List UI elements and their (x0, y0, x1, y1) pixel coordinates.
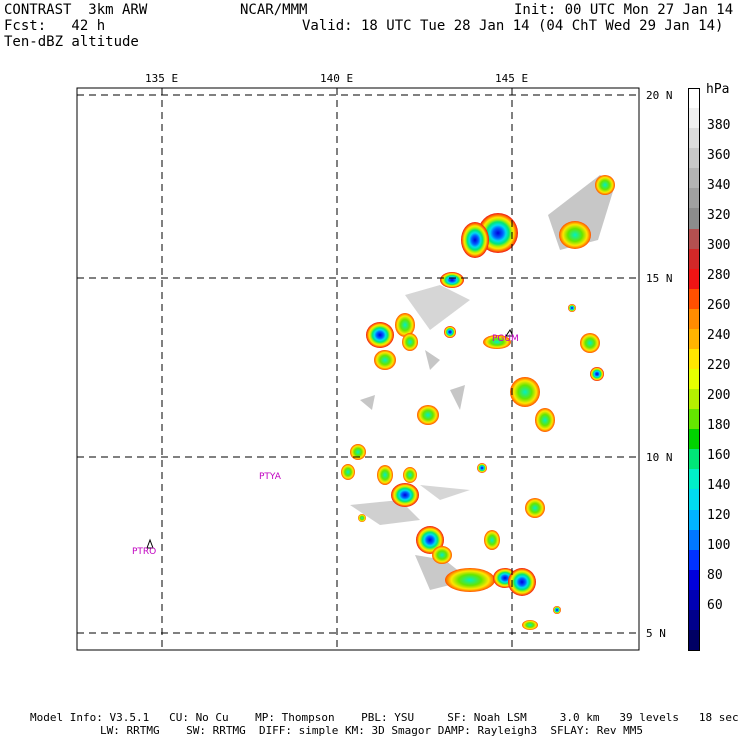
colorbar-cell (688, 188, 700, 209)
field-name: Ten-dBZ altitude (4, 34, 139, 50)
org-label: NCAR/MMM (240, 2, 308, 18)
model-title: CONTRAST 3km ARW (4, 2, 148, 18)
valid-time: Valid: 18 UTC Tue 28 Jan 14 (04 ChT Wed … (302, 18, 724, 34)
colorbar-tick-label: 380 (707, 118, 731, 133)
colorbar-cell (688, 449, 700, 470)
colorbar-cell (688, 629, 700, 652)
colorbar-cell (688, 148, 700, 169)
colorbar-tick-label: 140 (707, 478, 731, 493)
colorbar-tick-label: 120 (707, 508, 731, 523)
footer-line-2: LW: RRTMG SW: RRTMG DIFF: simple KM: 3D … (100, 724, 644, 737)
colorbar-cell (688, 328, 700, 350)
colorbar-cell (688, 369, 700, 390)
colorbar-cell (688, 609, 700, 631)
colorbar-tick-label: 80 (707, 568, 723, 583)
colorbar-tick-label: 320 (707, 208, 731, 223)
colorbar-cell (688, 228, 700, 250)
colorbar-tick-label: 300 (707, 238, 731, 253)
forecast-hour: Fcst: 42 h (4, 18, 106, 34)
lon-label-140: 140 E (320, 72, 353, 85)
colorbar-cell (688, 268, 700, 290)
colorbar-tick-label: 200 (707, 388, 731, 403)
init-time: Init: 00 UTC Mon 27 Jan 14 (514, 2, 734, 18)
graticule (77, 88, 639, 650)
colorbar-tick-label: 60 (707, 598, 723, 613)
coastline-ptro (146, 538, 154, 549)
coastlines (146, 329, 514, 549)
colorbar-tick-label: 160 (707, 448, 731, 463)
colorbar-tick-label: 260 (707, 298, 731, 313)
colorbar-tick-label: 100 (707, 538, 731, 553)
colorbar-cell (688, 288, 700, 310)
colorbar-cell (688, 529, 700, 551)
colorbar-tick-label: 280 (707, 268, 731, 283)
lat-label-10: 10 N (646, 451, 673, 464)
colorbar-cell (688, 208, 700, 229)
convective-cells (341, 175, 615, 630)
colorbar-tick-label: 180 (707, 418, 731, 433)
colorbar-cell (688, 509, 700, 531)
footer-line-1: Model Info: V3.5.1 CU: No Cu MP: Thompso… (30, 711, 739, 724)
colorbar-cell (688, 489, 700, 510)
colorbar-unit: hPa (706, 82, 730, 97)
coastline-pgum (505, 329, 514, 337)
colorbar-cell (688, 108, 700, 129)
colorbar-tick-label: 340 (707, 178, 731, 193)
colorbar-cell (688, 88, 700, 110)
colorbar-cell (688, 569, 700, 591)
colorbar-cell (688, 308, 700, 330)
lon-label-145: 145 E (495, 72, 528, 85)
colorbar-tick-label: 240 (707, 328, 731, 343)
colorbar-cell (688, 348, 700, 370)
colorbar-cell (688, 128, 700, 149)
colorbar-cell (688, 589, 700, 611)
lat-label-20: 20 N (646, 89, 673, 102)
station-pgum: PGUM (492, 334, 519, 344)
colorbar-tick-label: 360 (707, 148, 731, 163)
colorbar-cell (688, 248, 700, 270)
colorbar-cell (688, 469, 700, 490)
station-ptro: PTRO (132, 547, 156, 557)
station-ptya: PTYA (259, 472, 282, 482)
lon-label-135: 135 E (145, 72, 178, 85)
colorbar-cell (688, 409, 700, 430)
map-frame (76, 87, 640, 651)
colorbar-tick-label: 220 (707, 358, 731, 373)
colorbar-cell (688, 429, 700, 450)
colorbar-cell (688, 168, 700, 189)
colorbar-cell (688, 389, 700, 410)
lat-label-5: 5 N (646, 627, 666, 640)
lat-label-15: 15 N (646, 272, 673, 285)
colorbar-cell (688, 549, 700, 571)
